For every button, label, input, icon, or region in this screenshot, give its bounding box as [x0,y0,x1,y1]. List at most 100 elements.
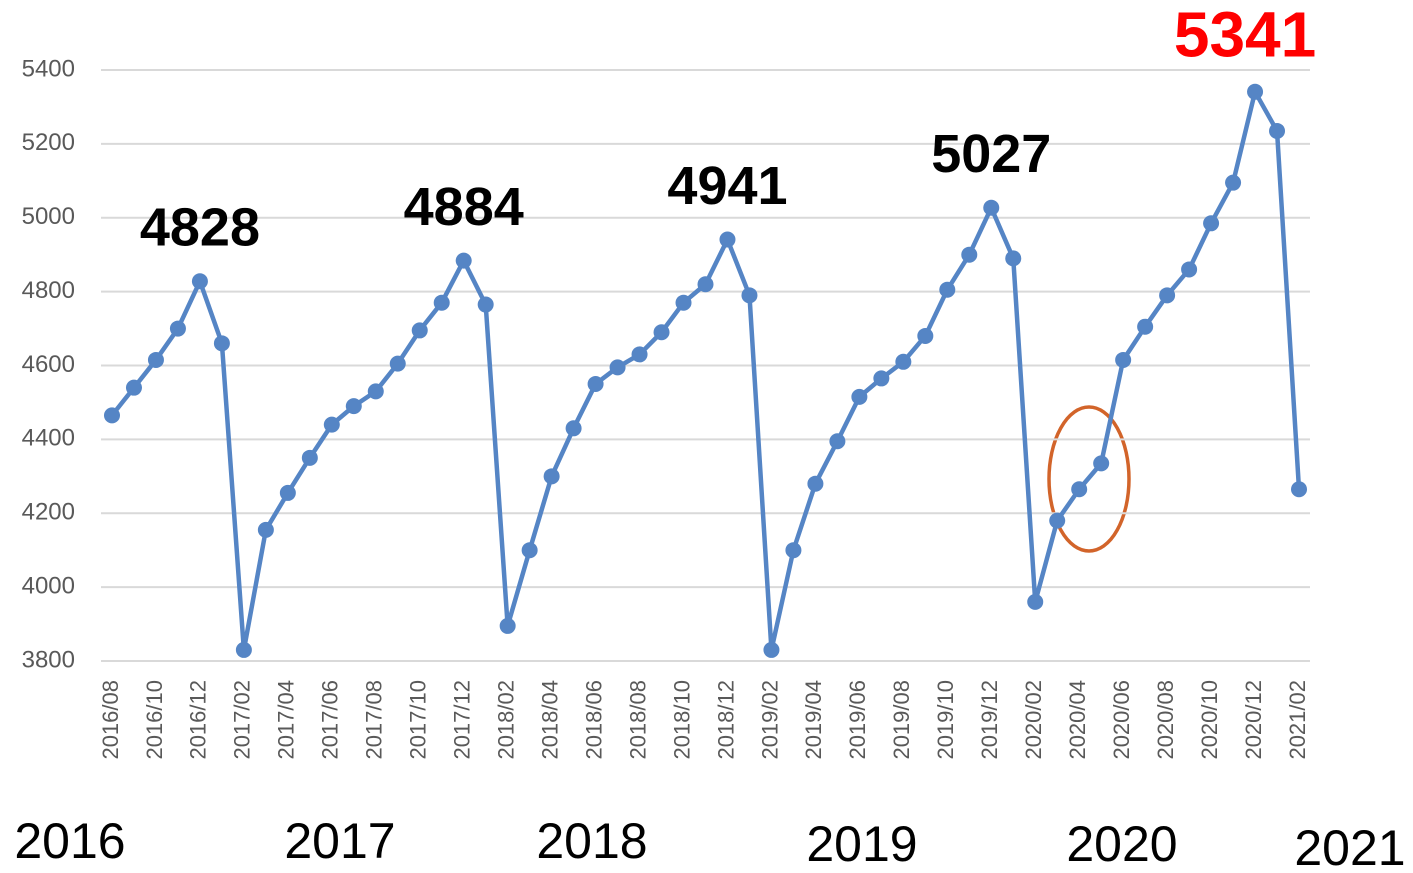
y-tick-label: 4400 [22,425,75,452]
data-point [939,281,956,298]
data-point [961,246,978,263]
year-label: 2021 [1294,820,1405,873]
highlight-ellipse [1047,405,1131,553]
data-point [829,433,846,450]
x-tick-label: 2018/04 [537,680,562,760]
data-point [807,475,824,492]
data-point [433,294,450,311]
y-tick-label: 4600 [22,351,75,378]
data-point [1269,122,1286,139]
data-point [191,273,208,290]
y-tick-label: 5000 [22,203,75,230]
data-point [1225,174,1242,191]
data-point [719,231,736,248]
x-tick-label: 2018/06 [581,680,606,760]
data-point [213,335,230,352]
data-point [763,641,780,658]
x-tick-label: 2020/12 [1241,680,1266,760]
data-point [785,542,802,559]
x-tick-label: 2017/12 [450,680,475,760]
x-tick-label: 2019/06 [845,680,870,760]
data-point [697,276,714,293]
data-point [675,294,692,311]
data-point [301,449,318,466]
y-tick-label: 5200 [22,129,75,156]
data-point [367,383,384,400]
x-tick-label: 2017/02 [230,680,255,760]
x-tick-label: 2016/08 [98,680,123,760]
x-tick-label: 2018/10 [669,680,694,760]
data-label: 4828 [140,198,260,258]
x-tick-label: 2019/08 [889,680,914,760]
data-point [609,359,626,376]
data-point [147,351,164,368]
y-tick-label: 4000 [22,572,75,599]
x-tick-label: 2017/08 [362,680,387,760]
data-point [895,353,912,370]
data-label: 4941 [667,156,787,216]
data-point [917,327,934,344]
data-point [235,641,252,658]
data-point [477,296,494,313]
y-tick-label: 4800 [22,277,75,304]
data-label: 4884 [404,177,524,237]
data-point [1181,261,1198,278]
year-label: 2019 [806,816,917,872]
data-point [1291,481,1308,498]
data-point [851,388,868,405]
year-label: 2016 [14,813,125,869]
data-point [1115,351,1132,368]
y-tick-label: 5400 [22,55,75,82]
data-point [1203,215,1220,232]
x-tick-label: 2020/02 [1021,680,1046,760]
data-point [455,252,472,269]
x-tick-label: 2017/10 [406,680,431,760]
x-tick-label: 2017/06 [318,680,343,760]
data-point [631,346,648,363]
data-point [741,287,758,304]
data-point [411,322,428,339]
data-point [389,355,406,372]
x-tick-label: 2019/04 [801,680,826,760]
data-point [103,407,120,424]
year-label: 2020 [1066,816,1177,872]
data-point [279,484,296,501]
year-label: 2018 [536,813,647,869]
x-tick-label: 2018/12 [713,680,738,760]
x-tick-label: 2020/06 [1109,680,1134,760]
y-tick-label: 3800 [22,646,75,673]
x-tick-label: 2021/02 [1285,680,1310,760]
data-point [543,468,560,485]
x-tick-label: 2016/12 [186,680,211,760]
data-label: 5341 [1174,0,1316,71]
year-label: 2017 [284,813,395,869]
data-point [499,617,516,634]
data-point [257,521,274,538]
data-label: 5027 [931,124,1051,184]
y-tick-label: 4200 [22,499,75,526]
data-point [1005,250,1022,267]
data-point [345,398,362,415]
data-point [1137,318,1154,335]
data-point [1049,512,1066,529]
data-point [1027,593,1044,610]
data-point [653,324,670,341]
data-point [521,542,538,559]
data-point [1093,455,1110,472]
x-tick-label: 2020/04 [1065,680,1090,760]
data-point [983,199,1000,216]
data-point [1071,481,1088,498]
data-point [169,320,186,337]
x-tick-label: 2020/10 [1197,680,1222,760]
data-point [125,379,142,396]
data-point [565,420,582,437]
data-point [1247,83,1264,100]
data-point [587,375,604,392]
x-tick-label: 2019/02 [757,680,782,760]
x-tick-label: 2018/08 [625,680,650,760]
data-point [1159,287,1176,304]
data-point [873,370,890,387]
x-tick-label: 2016/10 [142,680,167,760]
x-tick-label: 2018/02 [493,680,518,760]
